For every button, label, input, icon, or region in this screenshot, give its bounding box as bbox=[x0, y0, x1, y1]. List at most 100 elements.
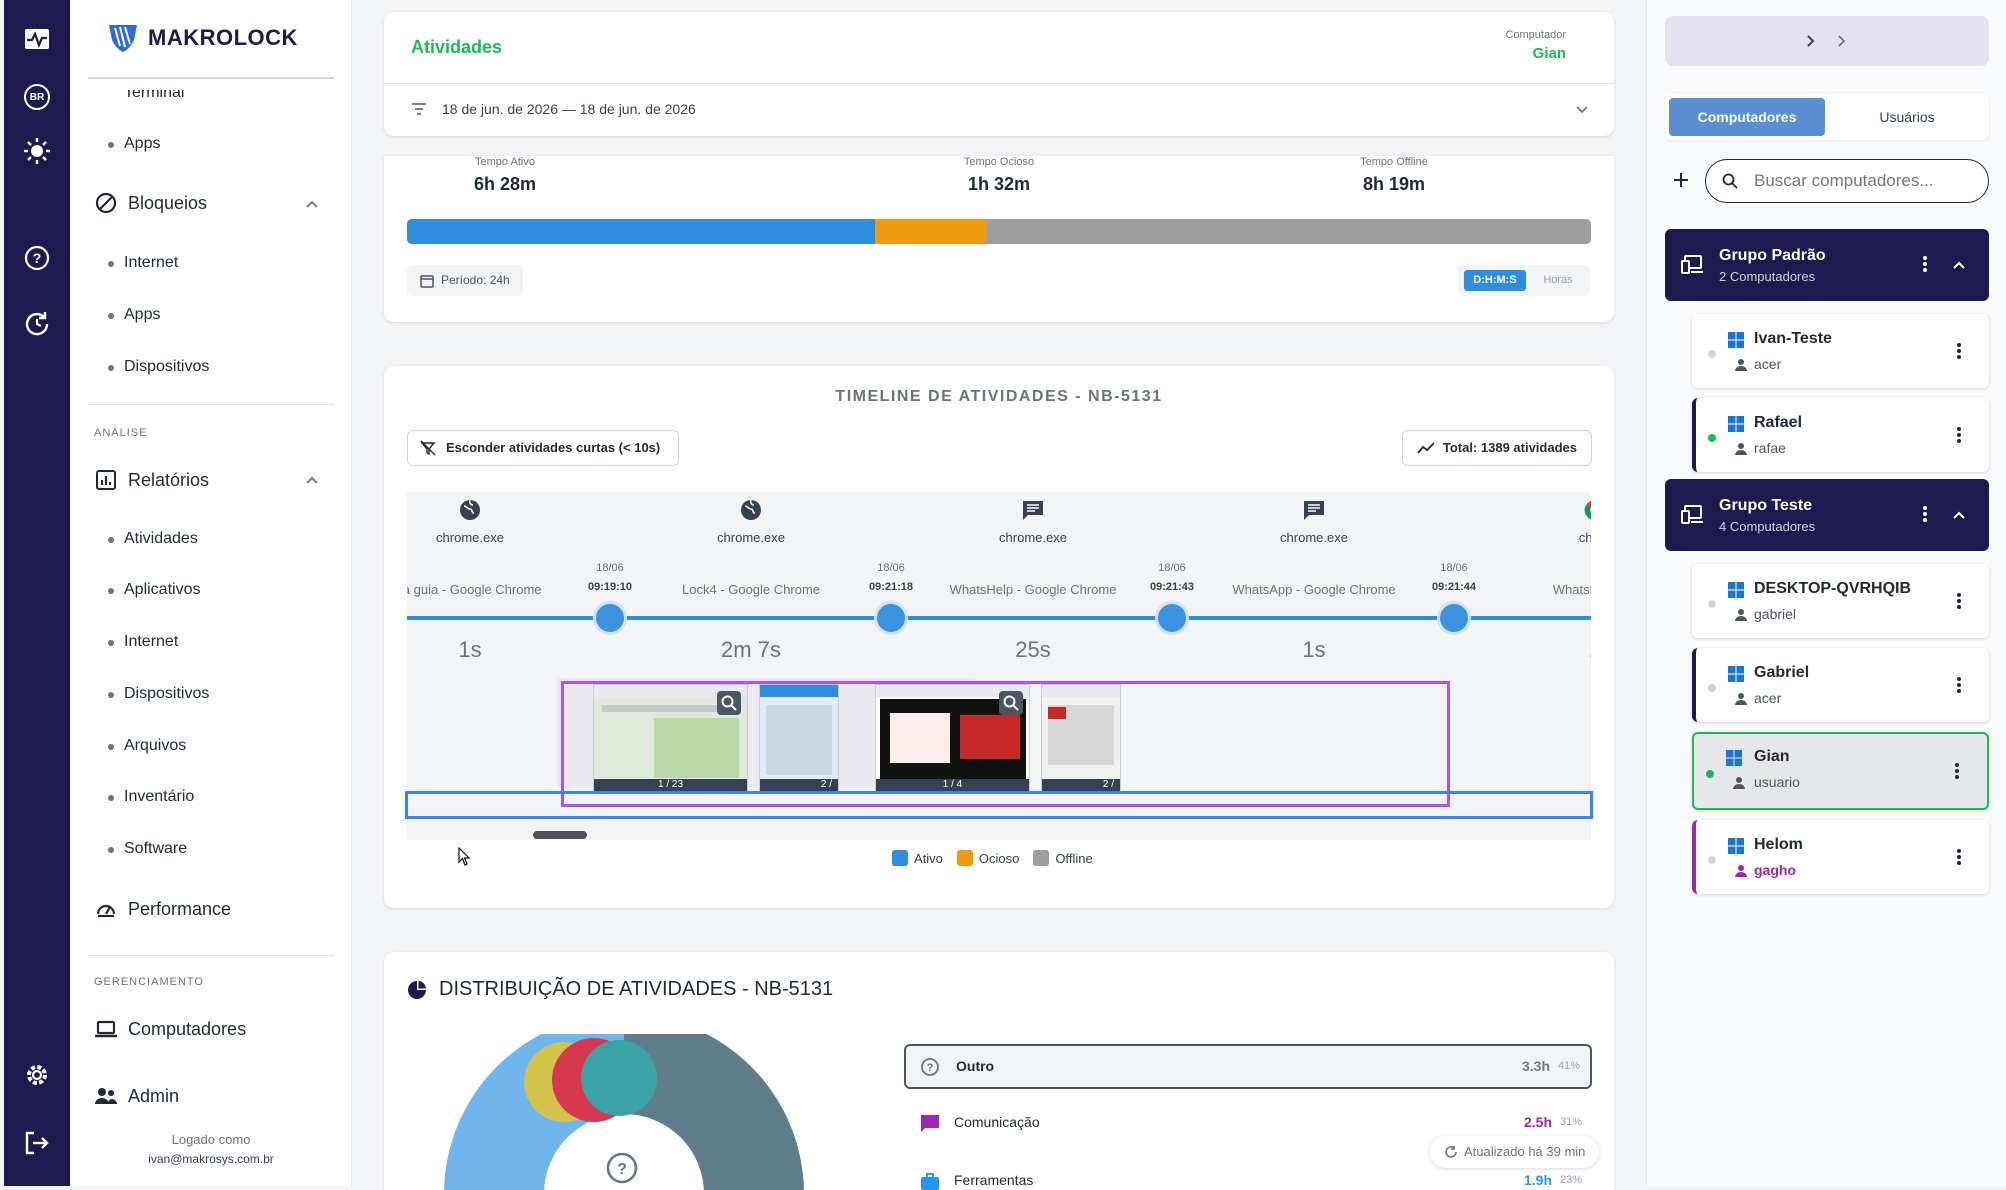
help-icon[interactable]: ? bbox=[22, 243, 52, 273]
screenshot-thumbnail[interactable]: 2 / bbox=[1041, 684, 1121, 794]
distribution-donut-chart: ? bbox=[444, 1034, 804, 1190]
toggle-horas-button[interactable]: Horas bbox=[1543, 274, 1573, 286]
menu-item-inventario[interactable]: Inventário bbox=[107, 788, 195, 805]
svg-text:?: ? bbox=[617, 1161, 627, 1178]
kebab-menu-icon[interactable] bbox=[1957, 848, 1961, 866]
kebab-menu-icon[interactable] bbox=[1957, 342, 1961, 360]
menu-item-admin[interactable]: Admin bbox=[94, 1084, 179, 1108]
computer-name: Ivan-Teste bbox=[1754, 330, 1832, 347]
distribution-item-comunicacao[interactable]: Comunicação 2.5h 31% bbox=[904, 1102, 1592, 1147]
updated-chip[interactable]: Atualizado há 39 min bbox=[1430, 1136, 1600, 1168]
computer-name: DESKTOP-QVRHQIB bbox=[1754, 580, 1912, 597]
computer-card[interactable]: Rafael rafae bbox=[1692, 398, 1989, 472]
menu-item-performance[interactable]: Performance bbox=[94, 897, 231, 921]
date-range: 18 de jun. de 2026 — 18 de jun. de 2026 bbox=[442, 101, 696, 117]
language-badge[interactable]: BR bbox=[22, 82, 52, 112]
screenshot-thumbnail[interactable]: 1 / 4 bbox=[875, 684, 1030, 794]
kebab-menu-icon[interactable] bbox=[1957, 426, 1961, 444]
sun-icon[interactable] bbox=[22, 136, 52, 166]
status-dot-offline bbox=[1708, 684, 1716, 692]
zoom-icon[interactable] bbox=[717, 691, 741, 715]
computer-name: Gian bbox=[1532, 45, 1566, 62]
search-input[interactable] bbox=[1754, 170, 1978, 192]
menu-item-internet-report[interactable]: Internet bbox=[107, 633, 179, 650]
group-card-teste[interactable]: Grupo Teste 4 Computadores bbox=[1665, 479, 1989, 551]
computer-card[interactable]: Ivan-Teste acer bbox=[1692, 314, 1989, 388]
toggle-dhms-button[interactable]: D:H:M:S bbox=[1464, 270, 1526, 291]
laptop-icon bbox=[95, 1020, 117, 1038]
timeline-node[interactable] bbox=[874, 601, 908, 635]
chevron-up-icon[interactable] bbox=[304, 196, 320, 212]
settings-gear-icon[interactable] bbox=[22, 1060, 52, 1090]
windows-icon bbox=[1728, 332, 1744, 348]
hide-short-button[interactable]: Esconder atividades curtas (< 10s) bbox=[407, 430, 680, 466]
window-title: WhatsHelp - Google Chrome bbox=[949, 582, 1117, 597]
people-icon bbox=[95, 1088, 117, 1104]
refresh-icon bbox=[1445, 1146, 1457, 1158]
menu-item-internet[interactable]: Internet bbox=[107, 254, 179, 271]
kebab-menu-icon[interactable] bbox=[1923, 255, 1927, 273]
computer-card[interactable]: DESKTOP-QVRHQIB gabriel bbox=[1692, 564, 1989, 638]
screenshot-thumbnail[interactable]: 1 / 23 bbox=[593, 684, 748, 794]
chevron-up-icon[interactable] bbox=[1951, 507, 1967, 523]
update-icon[interactable] bbox=[22, 309, 52, 339]
date-filter[interactable]: 18 de jun. de 2026 — 18 de jun. de 2026 bbox=[410, 85, 1590, 133]
kebab-menu-icon[interactable] bbox=[1957, 592, 1961, 610]
zoom-icon[interactable] bbox=[999, 691, 1023, 715]
kebab-menu-icon[interactable] bbox=[1955, 762, 1959, 780]
app-name: chrome.exe bbox=[999, 530, 1067, 545]
computer-card-selected[interactable]: Gian usuario bbox=[1692, 732, 1989, 810]
kebab-menu-icon[interactable] bbox=[1957, 676, 1961, 694]
menu-item-aplicativos[interactable]: Aplicativos bbox=[107, 581, 201, 598]
kebab-menu-icon[interactable] bbox=[1923, 505, 1927, 523]
distribution-item-outro[interactable]: ? Outro 3.3h 41% bbox=[904, 1044, 1592, 1089]
timeline-node[interactable] bbox=[593, 601, 627, 635]
distribution-item-ferramentas[interactable]: Ferramentas 1.9h 23% bbox=[904, 1160, 1592, 1190]
question-circle-icon: ? bbox=[921, 1058, 939, 1076]
brand-logo[interactable]: MAKROLOCK bbox=[106, 22, 298, 54]
active-label: Tempo Ativo bbox=[475, 156, 535, 168]
computer-card[interactable]: Helom gagho bbox=[1692, 820, 1989, 894]
chevron-up-icon[interactable] bbox=[1951, 257, 1967, 273]
activity-monitor-icon[interactable] bbox=[22, 24, 52, 54]
menu-item-software[interactable]: Software bbox=[107, 840, 188, 857]
chevron-down-icon[interactable] bbox=[1574, 101, 1590, 117]
timeline-node[interactable] bbox=[1437, 601, 1471, 635]
chevron-up-icon[interactable] bbox=[304, 472, 320, 488]
add-icon[interactable] bbox=[1673, 172, 1689, 188]
node-date: 18/06 bbox=[877, 562, 905, 574]
menu-item-computadores[interactable]: Computadores bbox=[94, 1017, 246, 1041]
computer-user: gagho bbox=[1754, 862, 1796, 878]
menu-item-apps[interactable]: Apps bbox=[107, 135, 161, 152]
timeline-node[interactable] bbox=[1155, 601, 1189, 635]
tab-computadores[interactable]: Computadores bbox=[1669, 98, 1825, 136]
status-dot-offline bbox=[1708, 600, 1716, 608]
timeline-scrollbar-thumb[interactable] bbox=[533, 831, 587, 839]
period-label: Período: 24h bbox=[441, 273, 510, 287]
user-icon bbox=[1735, 609, 1747, 621]
user-icon bbox=[1733, 777, 1745, 789]
period-chip[interactable]: Período: 24h bbox=[407, 265, 523, 296]
menu-item-atividades[interactable]: Atividades bbox=[108, 530, 198, 547]
timeline-card: TIMELINE DE ATIVIDADES - NB-5131 Esconde… bbox=[384, 366, 1614, 908]
menu-item-terminal[interactable]: Terminal bbox=[124, 84, 185, 101]
chevron-right-icon[interactable] bbox=[1833, 33, 1849, 49]
search-icon bbox=[1722, 173, 1738, 189]
menu-section-relatorios[interactable]: Relatórios bbox=[94, 468, 209, 492]
menu-item-dispositivos-block[interactable]: Dispositivos bbox=[107, 358, 210, 375]
legend-swatch bbox=[1033, 850, 1050, 866]
app-name: chron bbox=[1578, 530, 1591, 545]
search-box[interactable] bbox=[1705, 159, 1989, 203]
tab-usuarios[interactable]: Usuários bbox=[1879, 109, 1935, 125]
menu-item-arquivos[interactable]: Arquivos bbox=[107, 737, 187, 754]
language-label: BR bbox=[24, 84, 50, 110]
menu-item-apps-block[interactable]: Apps bbox=[107, 306, 161, 323]
screenshot-thumbnail[interactable]: 2 / bbox=[759, 684, 839, 794]
timeline-viewport[interactable]: chrome.exe ra guia - Google Chrome 1s ch… bbox=[407, 492, 1591, 840]
menu-item-dispositivos-report[interactable]: Dispositivos bbox=[107, 685, 210, 702]
computer-card[interactable]: Gabriel acer bbox=[1692, 648, 1989, 722]
chevron-right-icon[interactable] bbox=[1802, 33, 1818, 49]
menu-section-bloqueios[interactable]: Bloqueios bbox=[94, 191, 207, 215]
logout-icon[interactable] bbox=[22, 1128, 52, 1158]
group-card-padrao[interactable]: Grupo Padrão 2 Computadores bbox=[1665, 229, 1989, 301]
